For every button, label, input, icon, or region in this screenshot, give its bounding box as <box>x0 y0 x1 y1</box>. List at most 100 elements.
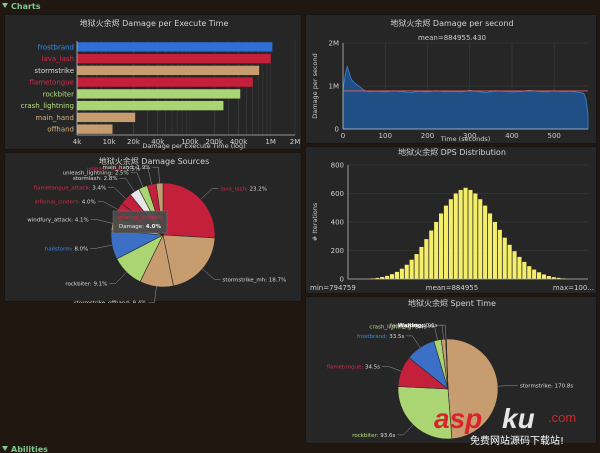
mean-annotation: mean=884955.430 <box>418 34 486 42</box>
histogram-bar <box>492 222 497 279</box>
footer-min: min=794759 <box>310 284 356 292</box>
leader-line <box>200 188 219 200</box>
histogram-bar <box>546 276 551 279</box>
histogram-bar <box>551 277 556 279</box>
y-tick-label: 1M <box>329 83 340 91</box>
histogram-bar <box>424 239 429 279</box>
x-tick-label: 100 <box>379 132 392 140</box>
histogram-bar <box>522 261 527 279</box>
category-label: main_hand <box>35 114 74 122</box>
watermark-logo-asp: asp <box>434 403 482 434</box>
x-tick-label: 2M <box>290 138 301 146</box>
leader-line <box>130 172 144 188</box>
damage-per-second-panel: 地狱火余烬 Damage per second mean=884955.430 0 1… <box>305 14 597 144</box>
histogram-bar <box>463 187 468 279</box>
y-axis-label: Damage per second <box>311 53 319 119</box>
slice-label: crash_lightning: 8.4s <box>369 324 426 330</box>
damage-per-execute-time-chart: 地狱火余烬 Damage per Execute Time 4k 10k 20k 40k… <box>21 18 301 150</box>
leader-line <box>406 335 421 348</box>
category-label: stormstrike <box>34 67 74 75</box>
slice-label: stormlash: 2.8% <box>73 176 118 182</box>
histogram-bar <box>394 271 399 280</box>
damage-per-execute-time-panel: 地狱火余烬 Damage per Execute Time 4k 10k 20k 40k… <box>4 14 302 150</box>
histogram-bar <box>390 274 395 279</box>
watermark-logo-ku: ku <box>502 403 535 434</box>
category-label: offhand <box>47 126 74 134</box>
y-tick-label: 2M <box>329 40 340 48</box>
category-label: crash_lightning <box>21 102 74 110</box>
histogram-bar <box>385 275 390 279</box>
histogram-bar <box>541 274 546 279</box>
leader-line <box>148 286 157 303</box>
histogram-bar <box>478 199 483 279</box>
footer-max: max=100... <box>553 284 594 292</box>
y-tick-label: 0 <box>340 276 344 284</box>
histogram-bar <box>502 237 507 279</box>
bar-rockbiter <box>77 89 241 99</box>
histogram-bar <box>537 272 542 279</box>
leader-line <box>152 166 160 184</box>
x-tick-label: 4k <box>73 138 82 146</box>
x-tick-label: 0 <box>341 132 345 140</box>
charts-section-toggle[interactable]: Charts <box>0 1 41 13</box>
x-axis-label: Damage per Execute Time (log) <box>142 142 245 150</box>
category-label: rockbiter <box>43 90 74 98</box>
x-tick-label: 200k <box>206 138 224 146</box>
histogram-bar <box>375 277 380 279</box>
slice-label: hailstorm: 8.0% <box>45 246 88 252</box>
x-tick-label: 40k <box>151 138 165 146</box>
slice-label: stormstrike_offhand: 9.4% <box>74 300 146 303</box>
x-axis-label: Time (seconds) <box>440 135 491 143</box>
slice-stormstrike <box>445 338 499 440</box>
histogram-bar <box>507 244 512 279</box>
bar-lava_lash <box>77 53 271 64</box>
spent-time-panel: 地狱火余烬 Spent Time stormstrike: 170.8s rockb… <box>305 296 597 444</box>
bar-offhand <box>77 124 113 134</box>
abilities-section-toggle[interactable]: Abilities <box>0 444 48 453</box>
y-axis-label: # Iterations <box>311 202 319 241</box>
leader-line <box>90 244 113 249</box>
histogram-bar <box>419 246 424 279</box>
damage-per-second-chart: 地狱火余烬 Damage per second mean=884955.430 0 1… <box>311 18 589 143</box>
category-label: flametongue <box>30 79 74 87</box>
tooltip-value: Damage: 4.0% <box>119 224 162 230</box>
chart-title: 地狱火余烬 DPS Distribution <box>398 147 506 157</box>
y-tick-label: 0 <box>335 126 339 134</box>
y-tick-label: 600 <box>331 190 344 198</box>
bar-frostbrand <box>77 42 273 52</box>
histogram-bar <box>404 264 409 279</box>
histogram-bar <box>429 230 434 279</box>
slice-label: unleash_lightning: 2.5% <box>63 170 129 176</box>
histogram-bar <box>414 254 419 279</box>
histogram-bar <box>453 193 458 279</box>
slice-label: frostbrand: 33.5s <box>357 334 404 340</box>
watermark-suffix: .com <box>548 410 576 425</box>
x-tick-label: 20k <box>127 138 141 146</box>
charts-section-label: Charts <box>11 2 41 11</box>
dps-distribution-panel: 地狱火余烬 DPS Distribution 0 200 400 600 800 # Ite… <box>305 146 597 294</box>
chart-title: 地狱火余烬 Damage per Execute Time <box>80 18 229 28</box>
dps-distribution-chart: 地狱火余烬 DPS Distribution 0 200 400 600 800 # Ite… <box>310 147 594 292</box>
category-label: lava_lash <box>42 55 74 63</box>
spent-time-chart: 地狱火余烬 Spent Time stormstrike: 170.8s rockb… <box>326 298 573 440</box>
slice-label: stormstrike: 170.8s <box>520 383 573 389</box>
slice-stormstrike_mh <box>162 234 216 287</box>
slice-label: rockbiter: 93.6s <box>352 433 395 439</box>
histogram-bar <box>517 256 522 279</box>
slice-label: flametongue: 34.5s <box>326 364 380 370</box>
damage-sources-chart: 地狱火余烬 Damage Sources lava_lash: 23.2% stor… <box>27 156 286 303</box>
bar-stormstrike <box>77 65 260 76</box>
slice-label: windfury_attack: 4.1% <box>27 218 89 224</box>
y-tick-label: 200 <box>331 247 344 255</box>
damage-sources-panel: 地狱火余烬 Damage Sources lava_lash: 23.2% stor… <box>4 152 302 303</box>
histogram-bar <box>532 269 537 279</box>
slice-label: rockbiter: 9.1% <box>65 282 107 288</box>
x-tick-label: 400k <box>230 138 248 146</box>
chart-title: 地狱火余烬 Damage Sources <box>99 156 210 166</box>
slice-label: infernal_cinders: 4.0% <box>34 200 95 206</box>
slice-rockbiter <box>397 386 453 440</box>
slice-label: unleash_lava: 2.5% <box>87 167 140 173</box>
histogram-bar <box>468 189 473 279</box>
chart-title: 地狱火余烬 Spent Time <box>408 298 496 308</box>
